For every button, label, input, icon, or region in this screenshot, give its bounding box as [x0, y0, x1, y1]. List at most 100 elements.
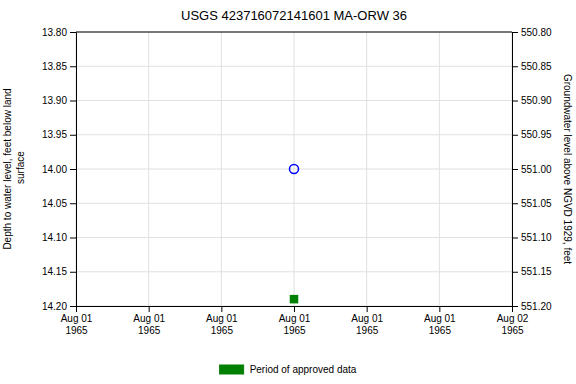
y-tick: 14.05: [42, 198, 76, 209]
y2-tick-mark: [512, 238, 518, 239]
y-tick-label: 14.05: [42, 198, 67, 209]
x-tick-mark: [294, 306, 295, 312]
y2-tick-mark: [512, 203, 518, 204]
chart-svg: Aug 011965Aug 011965Aug 011965Aug 011965…: [0, 0, 576, 384]
y2-tick-mark: [512, 272, 518, 273]
grid-line-x: [439, 32, 440, 306]
y2-tick: 551.00: [512, 164, 552, 175]
y-tick-mark: [70, 101, 76, 102]
square-marker: [291, 296, 298, 303]
y2-tick-label: 551.10: [521, 232, 552, 243]
frame-top: [76, 32, 512, 33]
legend-swatch: [220, 365, 244, 374]
y2-tick-label: 550.95: [521, 129, 552, 140]
y-axis-line: [70, 33, 77, 307]
y2-tick-mark: [512, 101, 518, 102]
x-tick-label-line: Aug 01: [61, 313, 93, 324]
x-tick: Aug 011965: [206, 306, 238, 336]
x-tick-mark: [221, 306, 222, 312]
x-tick-label-line: Aug 01: [424, 313, 456, 324]
y-tick-label: 14.10: [42, 232, 67, 243]
x-tick-mark: [149, 306, 150, 312]
x-axis: Aug 011965Aug 011965Aug 011965Aug 011965…: [61, 306, 529, 336]
y2-tick-label: 551.20: [521, 301, 552, 312]
y-tick-label: 13.95: [42, 129, 67, 140]
y2-tick-label: 551.00: [521, 164, 552, 175]
y-tick-label: 13.85: [42, 61, 67, 72]
grid-line-x: [366, 32, 367, 306]
y-axis-label-line: surface: [15, 151, 26, 187]
y-tick: 14.15: [42, 266, 76, 277]
x-tick-label: Aug 011965: [279, 313, 311, 336]
y2-tick-label: 550.85: [521, 61, 552, 72]
x-tick-label: Aug 011965: [424, 313, 456, 336]
y-tick: 13.90: [42, 95, 76, 106]
legend-label: Period of approved data: [250, 364, 357, 375]
x-tick-label-line: 1965: [429, 325, 452, 336]
x-tick-label-line: 1965: [65, 325, 88, 336]
grid: [76, 32, 512, 306]
x-tick: Aug 011965: [279, 306, 311, 336]
y-axis-label: Depth to water level, feet below land su…: [2, 88, 26, 249]
y-tick-mark: [70, 306, 76, 307]
x-tick-label-line: Aug 01: [206, 313, 238, 324]
grid-line-x: [221, 32, 222, 306]
y2-tick-label: 551.05: [521, 198, 552, 209]
y-tick-label: 14.20: [42, 301, 67, 312]
y-tick-label: 13.80: [42, 27, 67, 38]
marks: [290, 165, 299, 303]
y2-tick-mark: [512, 306, 518, 307]
y2-tick-label: 551.15: [521, 266, 552, 277]
grid-line-y: [76, 32, 512, 33]
y2-tick: 550.90: [512, 95, 552, 106]
y2-tick: 550.80: [512, 27, 552, 38]
x-tick-label-line: 1965: [211, 325, 234, 336]
y-tick-label: 13.90: [42, 95, 67, 106]
grid-line-x: [148, 32, 149, 306]
y-tick: 13.80: [42, 27, 76, 38]
series: [291, 296, 298, 303]
x-tick-label-line: 1965: [356, 325, 379, 336]
y2-tick: 550.95: [512, 129, 552, 140]
y2-tick-label: 550.90: [521, 95, 552, 106]
legend-item: Period of approved data: [220, 364, 357, 375]
circle-marker: [290, 165, 299, 174]
y2-tick: 551.10: [512, 232, 552, 243]
y-tick-mark: [70, 238, 76, 239]
y-tick-mark: [70, 135, 76, 136]
y2-axis: 550.80 550.85 550.90 550.95 551.00 551.05 551.…: [512, 27, 552, 312]
y2-tick-label: 550.80: [521, 27, 552, 38]
y-tick-mark: [70, 32, 76, 33]
plot: Aug 011965Aug 011965Aug 011965Aug 011965…: [2, 27, 573, 336]
y2-tick-mark: [512, 135, 518, 136]
x-tick-mark: [439, 306, 440, 312]
x-tick: Aug 011965: [133, 306, 165, 336]
x-tick-label-line: Aug 02: [497, 313, 529, 324]
y2-tick: 551.15: [512, 266, 552, 277]
y2-tick: 550.85: [512, 61, 552, 72]
series: [290, 165, 299, 174]
x-tick-label-line: 1965: [138, 325, 161, 336]
y2-tick-mark: [512, 32, 518, 33]
x-tick-label: Aug 021965: [497, 313, 529, 336]
x-tick-label-line: 1965: [283, 325, 306, 336]
y2-tick: 551.05: [512, 198, 552, 209]
y-tick-mark: [70, 203, 76, 204]
y2-axis-label: Groundwater level above NGVD 1929, feet: [562, 74, 573, 264]
x-tick: Aug 011965: [351, 306, 383, 336]
y-axis-label-line: Depth to water level, feet below land: [2, 88, 13, 249]
grid-line-x: [294, 32, 295, 306]
x-tick-label: Aug 011965: [133, 313, 165, 336]
y2-axis-line: [513, 33, 519, 307]
y2-tick-mark: [512, 66, 518, 67]
y-tick-mark: [70, 169, 76, 170]
y-tick: 13.85: [42, 61, 76, 72]
y-tick-label: 14.00: [42, 164, 67, 175]
x-axis-line: [77, 307, 513, 313]
title: USGS 423716072141601 MA-ORW 36: [181, 8, 407, 23]
y-tick-mark: [70, 272, 76, 273]
x-tick: Aug 011965: [424, 306, 456, 336]
x-tick-label: Aug 011965: [351, 313, 383, 336]
x-tick-label-line: Aug 01: [133, 313, 165, 324]
legend: Period of approved data: [220, 364, 357, 375]
